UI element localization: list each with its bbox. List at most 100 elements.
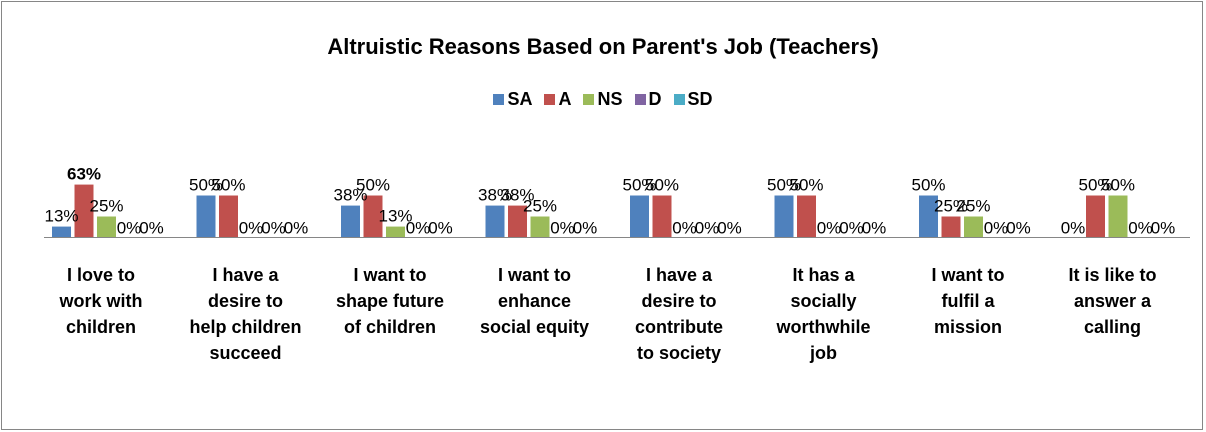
category-label-line: I have a: [645, 265, 713, 285]
category-label-line: I love to: [66, 265, 135, 285]
category-label-line: children: [65, 317, 136, 337]
data-label-ns-0: 25%: [89, 197, 123, 216]
bar-sa-2: [341, 205, 360, 238]
category-label-line: work with: [59, 291, 143, 311]
legend-item-ns: NS: [583, 89, 623, 110]
legend-swatch-sa: [493, 94, 505, 105]
category-label-5: It has a socially worthwhile job: [755, 262, 893, 366]
data-label-a-6: 25%: [934, 197, 968, 216]
legend-swatch-d: [634, 94, 646, 105]
data-label-d-6: 0%: [984, 219, 1009, 238]
chart-title: Altruistic Reasons Based on Parent's Job…: [327, 34, 879, 59]
legend-item-sd: SD: [673, 89, 713, 110]
bar-a-2: [363, 195, 383, 238]
data-label-d-2: 0%: [406, 219, 431, 238]
legend-label-ns: NS: [597, 89, 623, 109]
bar-a-1: [219, 195, 238, 238]
category-label-line: social equity: [479, 317, 590, 337]
bar-sa-5: [774, 195, 794, 238]
data-label-sa-1: 50%: [189, 176, 223, 195]
data-label-sd-7: 0%: [1151, 219, 1176, 238]
data-label-sa-3: 38%: [478, 186, 512, 205]
data-label-d-7: 0%: [1128, 219, 1153, 238]
bar-ns-7: [1108, 195, 1128, 238]
category-label-line: help children: [189, 317, 302, 337]
bar-ns-0: [97, 216, 116, 238]
category-label-line: contribute: [635, 317, 723, 337]
category-label-6: I want to fulfil a mission: [899, 262, 1037, 340]
category-label-2: I want to shape future of children: [321, 262, 459, 340]
category-label-line: to society: [636, 343, 722, 363]
category-label-line: job: [810, 343, 837, 363]
category-label-line: I want to: [498, 265, 571, 285]
category-label-line: calling: [1083, 317, 1141, 337]
data-label-d-0: 0%: [117, 219, 142, 238]
category-label-line: of children: [343, 317, 436, 337]
category-label-line: answer a: [1073, 291, 1152, 311]
bar-a-0: [74, 184, 94, 238]
data-label-sd-1: 0%: [284, 219, 309, 238]
legend-label-d: D: [648, 89, 662, 109]
bar-ns-3: [530, 216, 550, 238]
data-label-a-3: 38%: [500, 186, 534, 205]
data-label-a-4: 50%: [645, 176, 679, 195]
bar-sa-1: [196, 195, 216, 238]
data-label-ns-2: 13%: [378, 207, 412, 226]
category-label-line: It is like to: [1068, 265, 1157, 285]
data-label-sd-5: 0%: [862, 219, 887, 238]
data-label-d-3: 0%: [550, 219, 575, 238]
bar-a-3: [508, 205, 527, 238]
category-label-line: desire to: [207, 291, 284, 311]
bar-ns-2: [386, 226, 405, 238]
data-label-a-0: 63%: [67, 165, 101, 184]
category-label-0: I love to work with children: [32, 262, 170, 340]
legend-label-a: A: [558, 89, 572, 109]
data-label-ns-4: 0%: [672, 219, 697, 238]
category-label-4: I have a desire to contribute to society: [610, 262, 748, 366]
category-label-line: It has a: [792, 265, 855, 285]
legend-item-sa: SA: [493, 89, 532, 110]
category-label-line: I want to: [931, 265, 1005, 285]
data-label-sd-4: 0%: [717, 219, 742, 238]
data-label-a-5: 50%: [789, 176, 823, 195]
data-label-a-2: 50%: [356, 176, 390, 195]
category-label-3: I want to enhance social equity: [466, 262, 604, 340]
legend-swatch-sd: [673, 94, 685, 105]
data-label-ns-6: 25%: [956, 197, 990, 216]
data-label-sd-6: 0%: [1006, 219, 1031, 238]
data-label-a-1: 50%: [211, 176, 245, 195]
bar-a-4: [652, 195, 672, 238]
bar-sa-0: [52, 226, 71, 238]
legend-item-d: D: [634, 89, 662, 110]
data-label-a-7: 50%: [1078, 176, 1112, 195]
data-label-sd-2: 0%: [428, 219, 453, 238]
data-label-ns-3: 25%: [523, 197, 557, 216]
bar-a-6: [941, 216, 961, 238]
data-label-sa-5: 50%: [767, 176, 801, 195]
legend-label-sa: SA: [507, 89, 533, 109]
category-label-line: desire to: [641, 291, 717, 311]
data-label-sa-7: 0%: [1061, 219, 1086, 238]
chart-legend: SA A NS D SD: [0, 89, 1206, 110]
data-label-sd-0: 0%: [139, 219, 164, 238]
data-label-d-5: 0%: [839, 219, 864, 238]
category-label-line: I have a: [212, 265, 279, 285]
data-label-sa-2: 38%: [333, 186, 367, 205]
legend-item-a: A: [544, 89, 571, 110]
category-label-1: I have a desire to help children succeed: [177, 262, 315, 366]
bar-ns-6: [964, 216, 983, 238]
data-label-sd-3: 0%: [573, 219, 598, 238]
data-label-sa-4: 50%: [622, 176, 656, 195]
category-label-line: succeed: [209, 343, 282, 363]
category-label-line: fulfil a: [941, 291, 995, 311]
bar-a-7: [1086, 195, 1105, 238]
legend-swatch-ns: [583, 94, 595, 105]
category-label-line: I want to: [353, 265, 427, 285]
category-label-line: worthwhile: [776, 317, 871, 337]
data-label-sa-0: 13%: [44, 207, 78, 226]
category-label-line: enhance: [497, 291, 572, 311]
category-label-line: mission: [933, 317, 1003, 337]
data-label-sa-6: 50%: [911, 176, 945, 195]
legend-label-sd: SD: [687, 89, 713, 109]
